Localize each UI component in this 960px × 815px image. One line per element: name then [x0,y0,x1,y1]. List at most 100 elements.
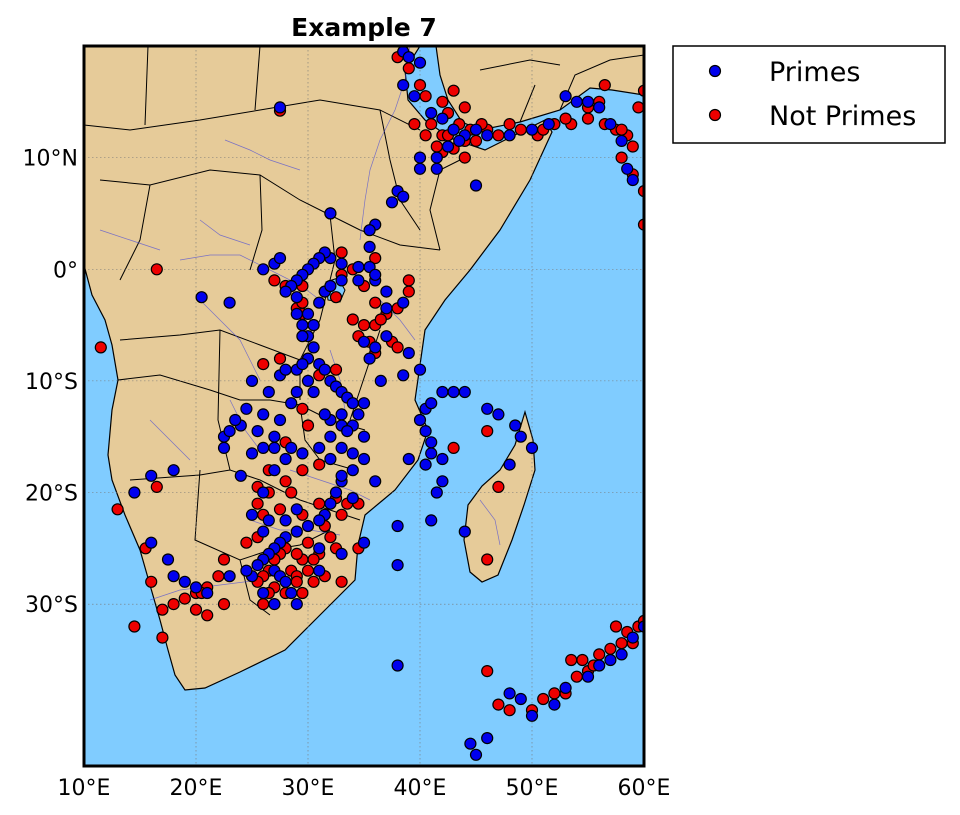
prime-point [559,681,572,695]
y-tick-label: 0° [53,258,78,283]
prime-point [335,441,348,454]
not-prime-point [413,78,427,92]
not-prime-point [156,603,169,616]
not-prime-point [329,291,343,304]
prime-point [604,653,617,667]
prime-point [380,285,393,298]
prime-point [161,553,175,566]
prime-point [257,525,270,538]
prime-point [391,659,404,672]
axis-ticks: 10°E 20°E 30°E 40°E 50°E 60°E 10°N 0° 10°S 20°S 30… [23,147,671,801]
prime-point [285,441,298,454]
prime-point [335,408,348,421]
not-prime-point [313,497,326,510]
prime-point [425,397,438,410]
prime-point [313,564,326,577]
not-prime-point [273,352,287,365]
not-prime-point [537,692,550,706]
country-borders [84,46,644,616]
prime-point [357,335,371,348]
prime-point [313,296,326,309]
map-frame [82,44,646,768]
prime-point [290,525,303,538]
prime-point [313,441,326,454]
prime-point [503,129,516,142]
prime-point [313,514,326,527]
prime-point [402,346,415,360]
prime-point [324,430,337,443]
madagascar [463,409,536,583]
prime-point [301,307,315,320]
not-prime-point [458,101,471,114]
prime-point [346,447,359,460]
x-tick-label: 30°E [282,776,335,801]
prime-point [413,413,427,427]
not-prime-point [604,642,617,655]
prime-point [335,469,348,482]
prime-point [290,291,303,304]
not-prime-point [615,123,628,136]
not-prime-point [217,553,231,566]
prime-point [195,291,208,304]
not-prime-point [257,358,270,371]
prime-point [285,397,298,410]
x-tick-label: 10°E [58,776,111,801]
not-prime-point [419,90,432,103]
not-prime-point [307,553,320,566]
not-prime-point [425,117,438,131]
prime-point [425,106,438,120]
not-prime-point [301,419,315,432]
not-prime-point [273,503,287,516]
not-prime-point [430,140,443,153]
prime-point [525,441,539,454]
prime-point [626,631,639,644]
prime-point [335,274,348,287]
prime-point [391,519,404,533]
not-prime-point [576,653,589,667]
prime-point [593,101,606,114]
legend-box [672,45,946,144]
prime-point [453,134,466,147]
not-prime-point [492,698,505,711]
prime-point [436,112,449,125]
prime-point [604,117,617,131]
prime-point [296,319,309,332]
not-prime-point [335,246,348,259]
prime-point [626,173,639,187]
prime-point [425,436,438,449]
prime-point [469,123,483,136]
prime-point [397,369,410,382]
prime-point [481,402,494,415]
prime-point [413,162,427,175]
prime-point [397,296,410,309]
prime-point [503,687,516,700]
prime-point [335,547,348,561]
not-prime-point [346,313,359,326]
prime-point [548,698,561,711]
prime-point [447,385,460,399]
not-prime-point [145,575,158,588]
not-prime-point [307,575,320,588]
prime-point [240,564,253,577]
prime-point [363,224,376,237]
prime-point [542,117,555,131]
prime-point [425,514,438,527]
prime-point [425,447,438,460]
prime-point [257,441,270,454]
legend-marker-not-primes [708,108,722,122]
not-prime-point [212,570,225,583]
not-prime-point [615,151,628,164]
prime-point [369,341,382,354]
prime-point [268,597,281,611]
prime-point [503,458,516,471]
prime-point [178,575,191,588]
prime-point [335,257,348,270]
not-prime-point [296,402,309,415]
not-prime-point [279,475,292,488]
prime-point [262,514,275,527]
not-prime-point [570,670,583,683]
arabian-peninsula [435,46,644,131]
prime-point [509,419,522,432]
x-tick-label: 50°E [506,776,559,801]
prime-point [273,413,287,427]
